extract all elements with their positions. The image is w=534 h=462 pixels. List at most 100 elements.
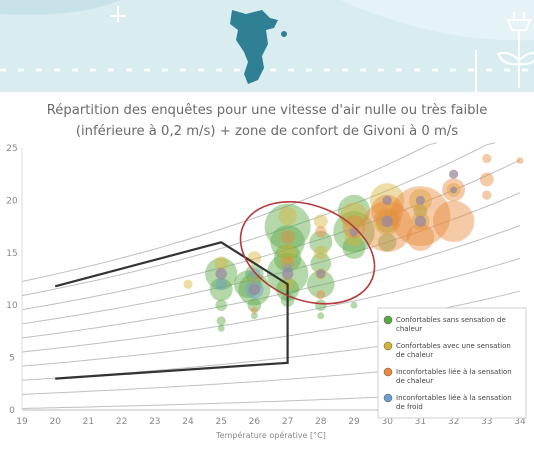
green-bubble-19	[315, 299, 327, 311]
green-bubble-11	[270, 225, 305, 260]
y-tick-5: 5	[9, 354, 15, 364]
yellow-bubble-8	[313, 245, 328, 260]
humidity-curve-10	[21, 142, 438, 282]
x-tick-21: 21	[83, 417, 94, 427]
grey-bubble-10	[450, 186, 458, 194]
x-tick-20: 20	[49, 417, 61, 427]
green-bubble-21	[337, 194, 371, 227]
orange-bubble-7	[371, 194, 404, 227]
x-tick-28: 28	[315, 417, 327, 427]
grey-bubble-0	[215, 268, 227, 280]
grey-bubble-9	[449, 169, 459, 179]
x-tick-33: 33	[481, 417, 492, 427]
x-tick-27: 27	[282, 417, 293, 427]
orange-bubble-12	[479, 172, 494, 187]
x-tick-31: 31	[415, 417, 426, 427]
orange-bubble-9	[406, 223, 435, 251]
y-tick-25: 25	[6, 144, 17, 154]
x-tick-22: 22	[116, 417, 127, 427]
yellow-bubble-1	[214, 256, 229, 271]
legend-label-2: Inconfortables liée à la sensation	[396, 368, 512, 376]
legend-swatch-3	[383, 393, 393, 403]
green-bubble-3	[216, 316, 226, 326]
x-tick-19: 19	[16, 417, 28, 427]
crosshair-icon	[110, 6, 126, 22]
x-tick-32: 32	[448, 417, 459, 427]
grey-bubble-7	[414, 215, 427, 228]
comfort-scatter-chart: 19 20 21 22 23 24 25 26 27 28 29 30 31 32 33 34 0 5 10 15 2…	[6, 142, 527, 440]
yellow-bubble-4	[278, 206, 297, 226]
green-bubble-18	[307, 270, 335, 299]
legend-label-2-line-2: de chaleur	[396, 377, 433, 385]
x-tick-34: 34	[514, 417, 526, 427]
legend-label-3: Inconfortables liée à la sensation	[396, 394, 512, 402]
grey-bubble-5	[381, 215, 393, 228]
humidity-curve-9	[21, 142, 496, 297]
yellow-bubble-7	[313, 214, 328, 229]
orange-bubble-0	[250, 306, 258, 314]
orange-bubble-14	[482, 190, 492, 200]
grey-bubble-6	[382, 195, 392, 205]
legend-label-0: Confortables sans sensation de	[396, 316, 506, 324]
x-tick-26: 26	[249, 417, 261, 427]
y-tick-0: 0	[9, 406, 15, 416]
green-bubble-24	[350, 301, 358, 309]
legend-swatch-1	[383, 341, 393, 351]
chart-title: Répartition des enquêtes pour une vitess…	[0, 100, 534, 142]
orange-bubble-4	[316, 290, 326, 300]
yellow-bubble-5	[278, 243, 297, 262]
highlight-ellipse	[239, 201, 376, 305]
legend-box	[377, 307, 527, 419]
grey-bubble-8	[415, 195, 425, 205]
legend-label-0-line-2: chaleur	[396, 325, 422, 333]
green-bubble-26	[378, 233, 397, 252]
x-tick-30: 30	[381, 417, 393, 427]
legend-swatch-2	[383, 367, 393, 377]
orange-bubble-3	[315, 226, 327, 238]
y-tick-20: 20	[6, 196, 18, 206]
map-icon	[230, 10, 287, 84]
green-bubble-17	[310, 252, 332, 274]
humidity-curve-5	[21, 257, 521, 353]
green-bubble-2	[215, 299, 227, 311]
green-bubble-9	[250, 312, 258, 320]
x-tick-24: 24	[182, 417, 194, 427]
yellow-bubble-10	[340, 202, 368, 230]
grey-bubble-2	[281, 268, 294, 280]
grey-bubble-4	[349, 227, 359, 237]
survey-bubbles	[183, 153, 524, 332]
orange-bubble-1	[280, 230, 295, 244]
blue-bubble-0	[215, 278, 227, 290]
chart-title-line-1: Répartition des enquêtes pour une vitess…	[46, 103, 488, 118]
grey-bubble-1	[248, 283, 261, 296]
humidity-curve-8	[21, 159, 521, 311]
green-bubble-27	[413, 203, 428, 218]
humidity-curve-6	[21, 225, 521, 339]
green-bubble-4	[217, 324, 225, 332]
green-bubble-10	[264, 203, 311, 250]
legend-label-3-line-2: de froid	[396, 403, 423, 411]
givoni-comfort-zone	[54, 241, 289, 380]
header-banner	[0, 0, 534, 92]
legend-label-1: Confortables avec une sensation	[396, 342, 511, 350]
green-bubble-6	[245, 264, 264, 283]
x-tick-29: 29	[348, 417, 360, 427]
green-bubble-8	[247, 298, 262, 313]
x-tick-23: 23	[149, 417, 160, 427]
chart-title-line-2: (inférieure à 0,2 m/s) + zone de confort…	[75, 124, 459, 139]
humidity-curve-7	[21, 192, 521, 325]
y-tick-10: 10	[6, 301, 18, 311]
orange-bubble-13	[482, 153, 492, 164]
green-bubble-23	[342, 236, 366, 260]
orange-bubble-10	[432, 200, 475, 243]
grey-bubble-3	[316, 269, 326, 279]
yellow-bubble-0	[183, 279, 193, 289]
x-tick-labels: 19 20 21 22 23 24 25 26 27 28 29 30 31 32 33 34	[16, 417, 526, 427]
orange-bubble-2	[280, 256, 295, 271]
blue-bubble-2	[248, 268, 261, 280]
x-tick-25: 25	[215, 417, 226, 427]
y-tick-labels: 0 5 10 15 20 25	[6, 144, 18, 416]
x-axis-label: Température opérative [°C]	[215, 430, 326, 440]
orange-bubble-15	[516, 157, 524, 165]
